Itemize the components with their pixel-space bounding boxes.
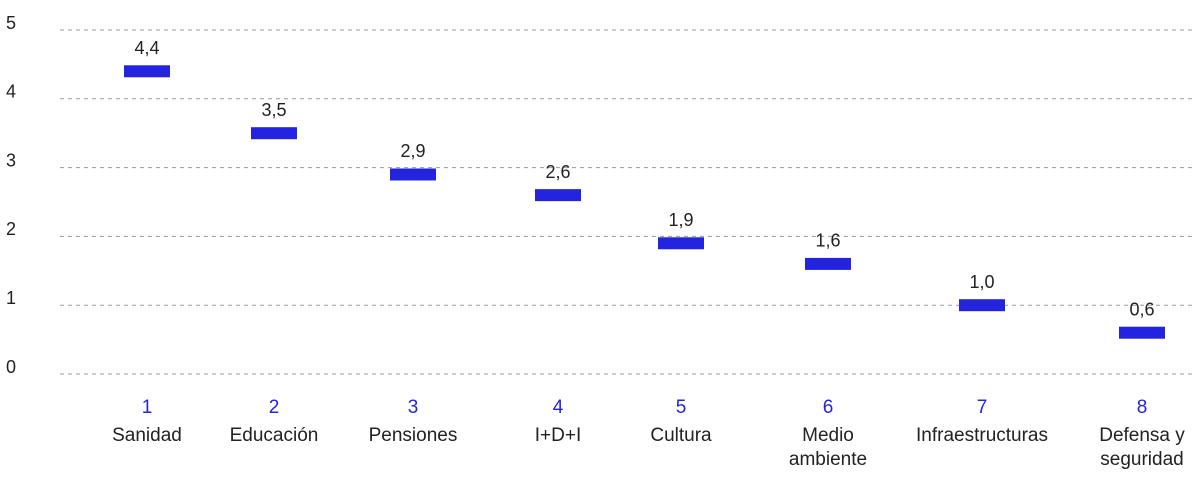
y-tick-label: 2 [6,219,16,239]
value-label: 1,6 [815,231,840,251]
value-label: 0,6 [1129,299,1154,319]
value-label: 2,6 [545,162,570,182]
y-tick-label: 3 [6,150,16,170]
category-label: Defensa y seguridad [1099,425,1185,470]
rank-label: 5 [676,397,687,418]
marker [390,168,436,181]
rank-label: 3 [408,397,419,418]
category-label: Pensiones [368,425,458,446]
y-tick-label: 4 [6,82,16,102]
value-label: 2,9 [400,141,425,161]
value-label: 1,9 [668,210,693,230]
marker [805,257,851,270]
marker [124,65,170,78]
rank-label: 4 [553,397,564,418]
rank-label: 7 [977,397,988,418]
rank-label: 8 [1137,397,1148,418]
y-tick-label: 1 [6,288,16,308]
marker [959,299,1005,312]
rank-label: 2 [269,397,280,418]
category-label: Sanidad [112,425,182,446]
marker [658,237,704,250]
category-label: Cultura [650,425,712,446]
category-label: Educación [229,425,319,446]
rank-label: 6 [823,397,834,418]
y-tick-label: 5 [6,13,16,33]
marker [1119,326,1165,339]
category-label: I+D+I [534,425,582,446]
y-tick-label: 0 [6,357,16,377]
value-label: 4,4 [134,38,159,58]
category-label: Infraestructuras [916,425,1048,446]
marker [535,189,581,202]
marker [251,127,297,140]
rank-label: 1 [142,397,153,418]
category-label: Medio ambiente [788,425,868,470]
value-label: 1,0 [969,272,994,292]
value-label: 3,5 [261,100,286,120]
